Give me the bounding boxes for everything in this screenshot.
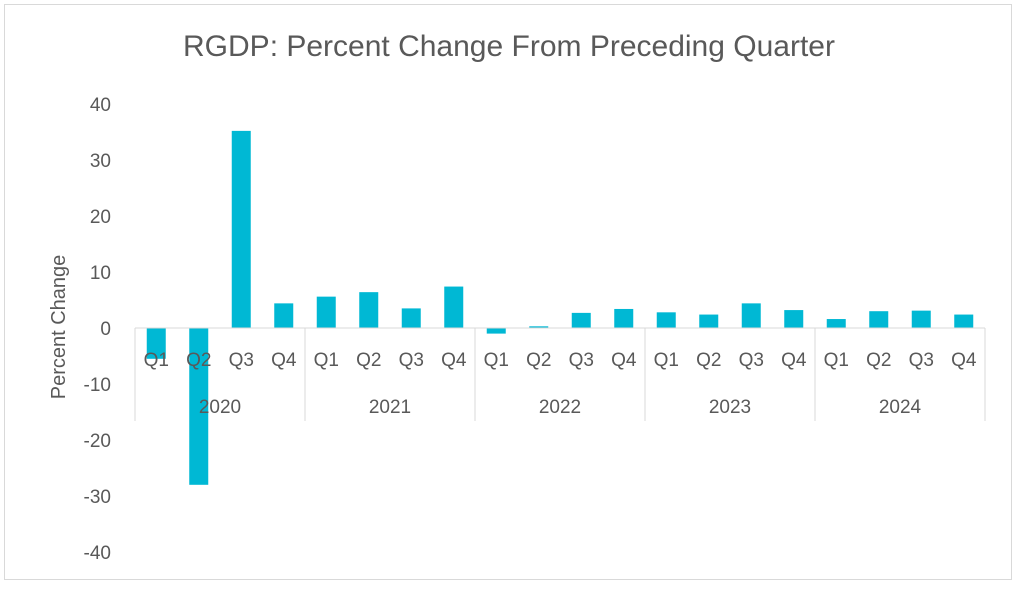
x-tick-label: Q2: [866, 350, 891, 371]
x-tick-label: Q3: [909, 350, 934, 371]
bar: [699, 314, 719, 328]
bar: [741, 303, 761, 328]
x-tick-label: Q3: [399, 350, 424, 371]
y-tick-label: -40: [84, 543, 111, 564]
y-tick-label: 10: [90, 263, 111, 284]
y-tick-label: -20: [84, 431, 111, 452]
bar: [826, 319, 846, 328]
x-tick-label: Q1: [484, 350, 509, 371]
x-tick-label: Q4: [271, 350, 297, 371]
x-tick-label: Q4: [441, 350, 467, 371]
bar: [784, 310, 804, 328]
x-group-label: 2022: [539, 397, 581, 418]
x-group-label: 2023: [709, 397, 751, 418]
y-tick-label: -10: [84, 375, 111, 396]
chart-frame: [4, 4, 1012, 580]
bar: [231, 130, 251, 328]
bar: [571, 312, 591, 328]
bar: [444, 286, 464, 328]
bar: [189, 328, 209, 485]
x-group-label: 2021: [369, 397, 411, 418]
x-group-label: 2024: [879, 397, 922, 418]
x-tick-label: Q1: [824, 350, 849, 371]
y-axis-title: Percent Change: [48, 255, 70, 400]
y-tick-label: 20: [90, 207, 111, 228]
x-tick-label: Q2: [186, 350, 211, 371]
x-tick-label: Q4: [611, 350, 637, 371]
bar: [954, 314, 974, 328]
bar: [146, 328, 166, 359]
x-tick-label: Q3: [739, 350, 764, 371]
x-tick-label: Q2: [696, 350, 721, 371]
x-tick-label: Q1: [654, 350, 679, 371]
x-tick-label: Q3: [229, 350, 254, 371]
bar: [614, 308, 634, 328]
x-tick-label: Q1: [144, 350, 169, 371]
x-tick-label: Q2: [526, 350, 551, 371]
y-tick-label: 0: [100, 319, 111, 340]
bar: [486, 328, 506, 334]
bar: [274, 303, 294, 328]
bar: [656, 312, 676, 328]
x-tick-label: Q3: [569, 350, 594, 371]
bar: [869, 311, 889, 328]
bar: [401, 308, 421, 328]
bar: [911, 310, 931, 328]
x-tick-label: Q4: [781, 350, 807, 371]
y-tick-label: 30: [90, 151, 111, 172]
x-tick-label: Q2: [356, 350, 381, 371]
y-tick-label: -30: [84, 487, 111, 508]
x-group-label: 2020: [199, 397, 241, 418]
x-tick-label: Q1: [314, 350, 339, 371]
bar: [316, 296, 336, 328]
chart-title: RGDP: Percent Change From Preceding Quar…: [183, 30, 835, 63]
bar: [529, 326, 549, 328]
bar: [359, 292, 379, 328]
x-tick-label: Q4: [951, 350, 977, 371]
y-tick-label: 40: [90, 95, 111, 116]
